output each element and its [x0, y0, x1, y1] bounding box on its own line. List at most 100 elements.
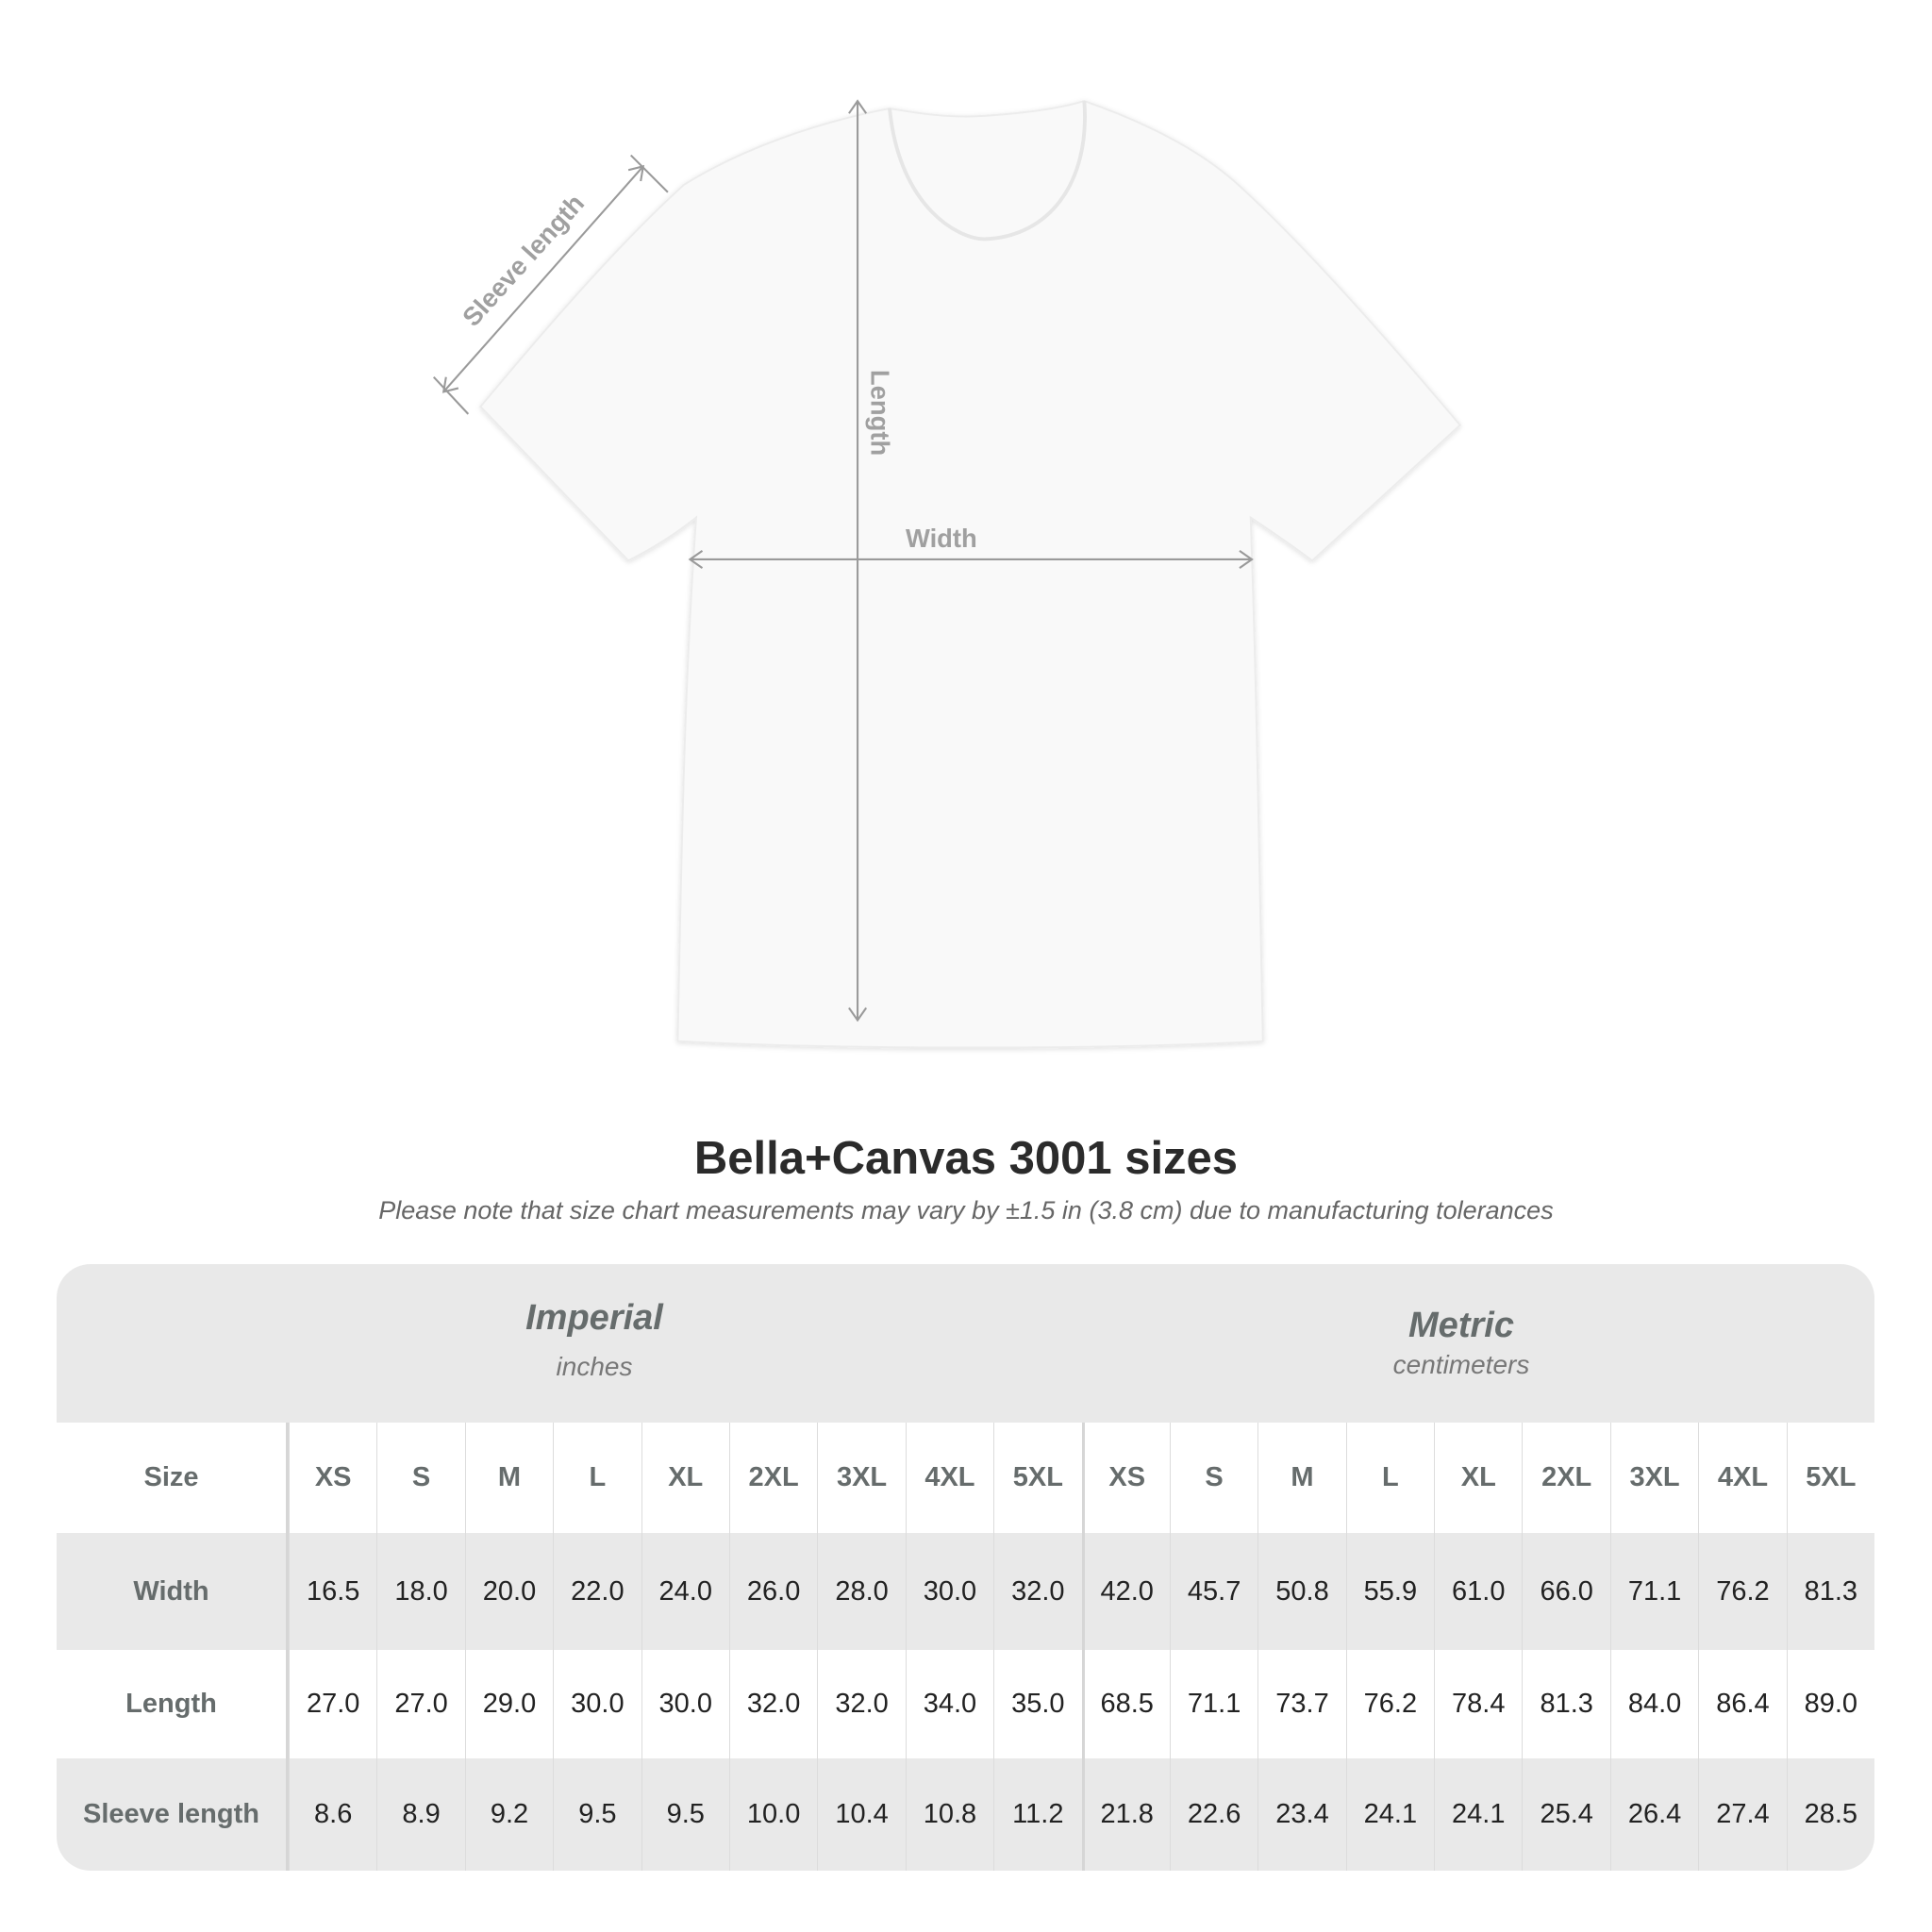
arrow-sleeve-bottom-icon: [441, 376, 459, 393]
imperial-value-cell: 18.0: [376, 1533, 464, 1650]
imperial-value-cell: 34.0: [905, 1650, 993, 1758]
metric-value-cell: 89.0: [1786, 1650, 1874, 1758]
size-imperial-header: 3XL: [817, 1423, 905, 1533]
size-metric-header: M: [1257, 1423, 1345, 1533]
imperial-title: Imperial: [525, 1298, 663, 1338]
metric-value-cell: 86.4: [1698, 1650, 1786, 1758]
metric-header: Metric centimeters: [1131, 1306, 1791, 1380]
metric-value-cell: 76.2: [1345, 1650, 1434, 1758]
size-metric-header: XL: [1434, 1423, 1522, 1533]
metric-value-cell: 42.0: [1081, 1533, 1170, 1650]
size-metric-header: 3XL: [1609, 1423, 1698, 1533]
imperial-value-cell: 32.0: [817, 1650, 905, 1758]
imperial-value-cell: 10.0: [728, 1758, 817, 1871]
imperial-value-cell: 9.5: [641, 1758, 729, 1871]
table-row: Width 16.5 18.0 20.0 22.0 24.0 26.0 28.0 30.0 32.…: [57, 1533, 1874, 1650]
width-label: Width: [906, 524, 977, 553]
imperial-value-cell: 22.0: [553, 1533, 641, 1650]
metric-value-cell: 81.3: [1786, 1533, 1874, 1650]
metric-value-cell: 71.1: [1169, 1650, 1257, 1758]
metric-value-cell: 76.2: [1698, 1533, 1786, 1650]
imperial-value-cell: 9.2: [464, 1758, 553, 1871]
arrow-up-icon: [848, 99, 868, 114]
arrow-right-icon: [1239, 549, 1254, 569]
metric-value-cell: 84.0: [1609, 1650, 1698, 1758]
imperial-value-cell: 20.0: [464, 1533, 553, 1650]
length-label: Length: [865, 370, 894, 456]
metric-value-cell: 73.7: [1257, 1650, 1345, 1758]
row-label: Length: [57, 1650, 289, 1758]
imperial-value-cell: 27.0: [376, 1650, 464, 1758]
size-imperial-header: 4XL: [905, 1423, 993, 1533]
arrow-down-icon: [848, 1007, 868, 1023]
imperial-header: Imperial inches: [264, 1298, 924, 1382]
metric-value-cell: 81.3: [1522, 1650, 1609, 1758]
size-imperial-header: L: [553, 1423, 641, 1533]
size-metric-header: XS: [1081, 1423, 1170, 1533]
tshirt-neckline: [888, 100, 1087, 242]
sleeve-tick-top: [629, 154, 669, 193]
size-chart-table: Imperial inches Metric centimeters Size X…: [57, 1264, 1874, 1871]
metric-value-cell: 50.8: [1257, 1533, 1345, 1650]
size-metric-header: L: [1345, 1423, 1434, 1533]
tolerance-note: Please note that size chart measurements…: [378, 1196, 1554, 1224]
size-imperial-header: XL: [641, 1423, 729, 1533]
imperial-value-cell: 27.0: [289, 1650, 376, 1758]
imperial-value-cell: 8.6: [289, 1758, 376, 1871]
imperial-value-cell: 30.0: [641, 1650, 729, 1758]
imperial-value-cell: 29.0: [464, 1650, 553, 1758]
size-metric-header: 5XL: [1786, 1423, 1874, 1533]
imperial-value-cell: 9.5: [553, 1758, 641, 1871]
size-imperial-header: S: [376, 1423, 464, 1533]
metric-value-cell: 23.4: [1257, 1758, 1345, 1871]
size-imperial-header: 5XL: [993, 1423, 1081, 1533]
size-imperial-header: M: [464, 1423, 553, 1533]
row-label: Sleeve length: [57, 1758, 289, 1871]
imperial-value-cell: 30.0: [553, 1650, 641, 1758]
row-label: Width: [57, 1533, 289, 1650]
unit-header-band: [57, 1264, 1874, 1423]
imperial-value-cell: 8.9: [376, 1758, 464, 1871]
metric-value-cell: 68.5: [1081, 1650, 1170, 1758]
arrow-sleeve-top-icon: [627, 164, 645, 182]
size-imperial-header: 2XL: [728, 1423, 817, 1533]
size-metric-header: 4XL: [1698, 1423, 1786, 1533]
arrow-left-icon: [688, 549, 704, 569]
tshirt-shape: [479, 100, 1462, 1049]
metric-value-cell: 66.0: [1522, 1533, 1609, 1650]
metric-value-cell: 61.0: [1434, 1533, 1522, 1650]
metric-value-cell: 78.4: [1434, 1650, 1522, 1758]
imperial-value-cell: 10.8: [905, 1758, 993, 1871]
size-imperial-header: XS: [289, 1423, 376, 1533]
size-header-label: Size: [57, 1423, 289, 1533]
metric-value-cell: 71.1: [1609, 1533, 1698, 1650]
size-metric-header: S: [1169, 1423, 1257, 1533]
metric-title: Metric: [1408, 1306, 1514, 1345]
imperial-value-cell: 11.2: [993, 1758, 1081, 1871]
imperial-value-cell: 10.4: [817, 1758, 905, 1871]
metric-value-cell: 27.4: [1698, 1758, 1786, 1871]
metric-value-cell: 22.6: [1169, 1758, 1257, 1871]
size-metric-header: 2XL: [1522, 1423, 1609, 1533]
metric-value-cell: 21.8: [1081, 1758, 1170, 1871]
imperial-value-cell: 26.0: [728, 1533, 817, 1650]
metric-value-cell: 24.1: [1434, 1758, 1522, 1871]
imperial-value-cell: 28.0: [817, 1533, 905, 1650]
sleeve-tick-bottom: [432, 375, 470, 415]
metric-value-cell: 25.4: [1522, 1758, 1609, 1871]
table-row: Sleeve length 8.6 8.9 9.2 9.5 9.5 10.0 10.4 10.8…: [57, 1758, 1874, 1871]
metric-value-cell: 26.4: [1609, 1758, 1698, 1871]
imperial-value-cell: 16.5: [289, 1533, 376, 1650]
metric-value-cell: 28.5: [1786, 1758, 1874, 1871]
metric-unit: centimeters: [1392, 1350, 1530, 1379]
sleeve-line: [442, 165, 644, 393]
imperial-unit: inches: [556, 1352, 633, 1381]
imperial-value-cell: 32.0: [993, 1533, 1081, 1650]
imperial-value-cell: 32.0: [728, 1650, 817, 1758]
metric-value-cell: 24.1: [1345, 1758, 1434, 1871]
metric-value-cell: 55.9: [1345, 1533, 1434, 1650]
metric-value-cell: 45.7: [1169, 1533, 1257, 1650]
imperial-value-cell: 30.0: [905, 1533, 993, 1650]
table-row: Length 27.0 27.0 29.0 30.0 30.0 32.0 32.0 34.0 35…: [57, 1650, 1874, 1758]
size-row: Size XS S M L XL 2XL 3XL 4XL 5XL XS S M L XL 2XL 3XL 4XL 5…: [57, 1423, 1874, 1533]
